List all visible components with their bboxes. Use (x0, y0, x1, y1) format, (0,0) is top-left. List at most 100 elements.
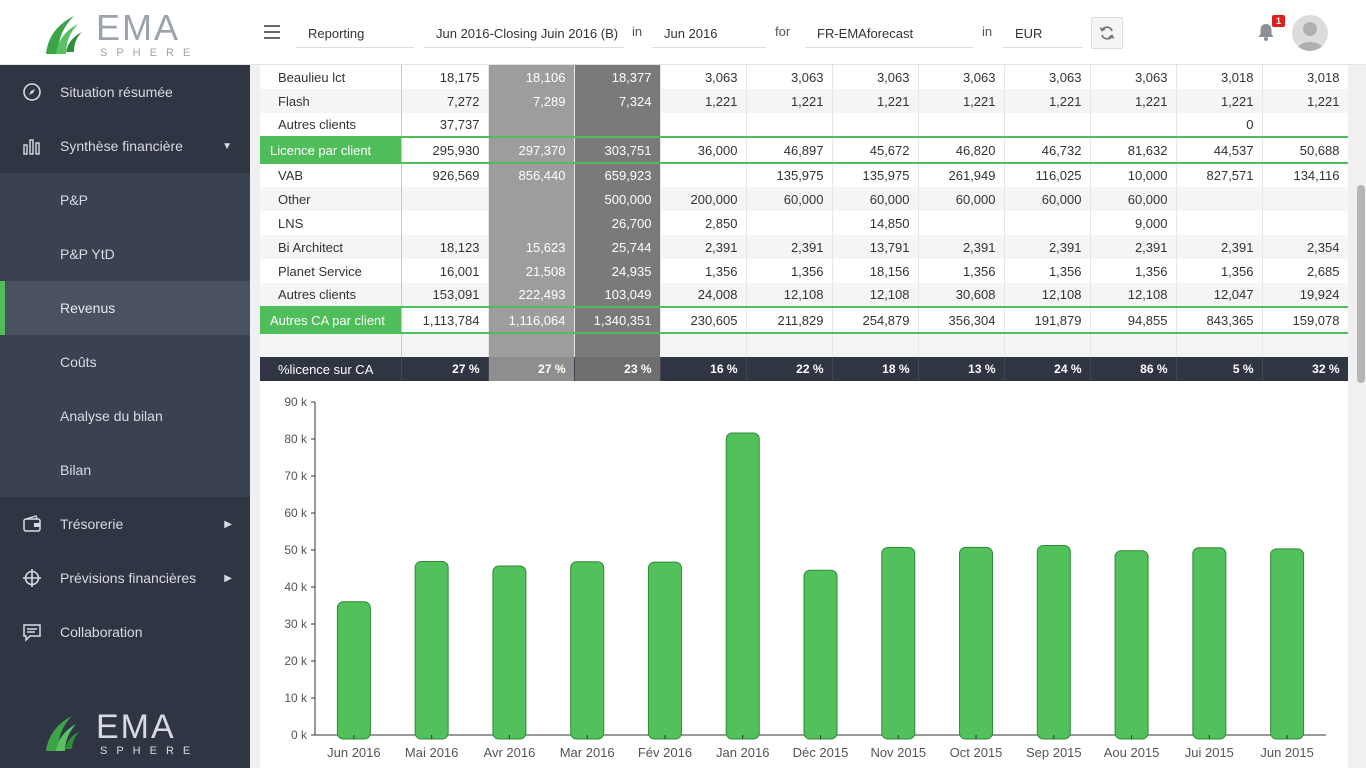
table-cell[interactable] (1262, 333, 1348, 357)
table-cell[interactable]: 7,272 (401, 89, 489, 113)
table-cell[interactable]: 19,924 (1262, 283, 1348, 307)
table-cell[interactable] (660, 163, 747, 187)
menu-toggle-icon[interactable] (264, 25, 280, 39)
table-cell[interactable]: 37,737 (401, 113, 489, 137)
sidebar-item-pp-ytd[interactable]: P&P YtD (0, 227, 250, 281)
table-cell[interactable] (1004, 211, 1091, 235)
table-cell[interactable]: 12,108 (1090, 283, 1177, 307)
table-cell[interactable] (488, 333, 575, 357)
table-cell[interactable]: 103,049 (574, 283, 661, 307)
table-cell[interactable]: 500,000 (574, 187, 661, 211)
table-cell[interactable]: 15,623 (488, 235, 575, 259)
sidebar-item-revenus[interactable]: Revenus (0, 281, 250, 335)
table-cell[interactable]: 200,000 (660, 187, 747, 211)
user-avatar[interactable] (1292, 15, 1328, 51)
chart-bar[interactable] (570, 561, 605, 740)
currency-select[interactable]: EUR (1003, 18, 1083, 48)
table-cell[interactable]: 44,537 (1176, 136, 1263, 164)
table-cell[interactable] (1004, 333, 1091, 357)
sidebar-item-situation[interactable]: Situation résumée (0, 65, 250, 119)
table-cell[interactable] (1262, 113, 1348, 137)
app-logo[interactable]: EMA SPHERE (40, 6, 220, 60)
table-cell[interactable]: 32 % (1262, 357, 1348, 381)
table-cell[interactable]: 3,063 (1004, 65, 1091, 89)
table-cell[interactable]: 27 % (488, 357, 575, 381)
table-cell[interactable] (1004, 113, 1091, 137)
table-cell[interactable]: 2,850 (660, 211, 747, 235)
table-cell[interactable]: 261,949 (918, 163, 1005, 187)
table-cell[interactable]: 60,000 (1004, 187, 1091, 211)
table-cell[interactable]: 7,324 (574, 89, 661, 113)
sidebar-item-tresorerie[interactable]: Trésorerie ▶ (0, 497, 250, 551)
table-cell[interactable]: 1,221 (1262, 89, 1348, 113)
table-cell[interactable]: 254,879 (832, 306, 919, 334)
table-cell[interactable]: 153,091 (401, 283, 489, 307)
chart-bar[interactable] (1192, 547, 1227, 740)
table-cell[interactable] (574, 333, 661, 357)
table-cell[interactable]: 3,018 (1176, 65, 1263, 89)
table-cell[interactable]: 46,820 (918, 136, 1005, 164)
table-cell[interactable]: 1,221 (660, 89, 747, 113)
chart-bar[interactable] (959, 546, 994, 740)
table-cell[interactable]: 21,508 (488, 259, 575, 283)
table-cell[interactable]: 60,000 (832, 187, 919, 211)
table-cell[interactable] (1176, 333, 1263, 357)
table-cell[interactable]: 3,063 (746, 65, 833, 89)
table-cell[interactable] (918, 333, 1005, 357)
table-cell[interactable]: 18,175 (401, 65, 489, 89)
chart-bar[interactable] (1270, 548, 1305, 740)
period-select[interactable]: Jun 2016 (652, 18, 766, 48)
table-cell[interactable] (401, 211, 489, 235)
table-cell[interactable]: 297,370 (488, 136, 575, 164)
table-cell[interactable]: 18,156 (832, 259, 919, 283)
table-cell[interactable]: 36,000 (660, 136, 747, 164)
table-cell[interactable]: 3,063 (832, 65, 919, 89)
table-cell[interactable] (488, 211, 575, 235)
table-cell[interactable]: 2,354 (1262, 235, 1348, 259)
table-cell[interactable] (488, 113, 575, 137)
table-cell[interactable] (832, 333, 919, 357)
table-cell[interactable]: 135,975 (746, 163, 833, 187)
table-cell[interactable]: 26,700 (574, 211, 661, 235)
table-cell[interactable]: 843,365 (1176, 306, 1263, 334)
table-cell[interactable]: 134,116 (1262, 163, 1348, 187)
table-cell[interactable]: 1,356 (746, 259, 833, 283)
table-cell[interactable]: 60,000 (1090, 187, 1177, 211)
chart-bar[interactable] (803, 569, 838, 740)
chart-bar[interactable] (414, 560, 449, 740)
table-cell[interactable]: 12,047 (1176, 283, 1263, 307)
table-cell[interactable] (401, 187, 489, 211)
table-cell[interactable]: 13,791 (832, 235, 919, 259)
table-cell[interactable] (488, 187, 575, 211)
table-cell[interactable]: 5 % (1176, 357, 1263, 381)
table-cell[interactable] (1176, 211, 1263, 235)
table-cell[interactable]: 12,108 (746, 283, 833, 307)
table-cell[interactable]: 3,063 (660, 65, 747, 89)
table-cell[interactable]: 12,108 (832, 283, 919, 307)
table-cell[interactable]: 22 % (746, 357, 833, 381)
table-cell[interactable]: 18,377 (574, 65, 661, 89)
table-cell[interactable]: 27 % (401, 357, 489, 381)
table-cell[interactable]: 827,571 (1176, 163, 1263, 187)
table-cell[interactable]: 211,829 (746, 306, 833, 334)
table-cell[interactable]: 13 % (918, 357, 1005, 381)
table-cell[interactable]: 46,897 (746, 136, 833, 164)
sidebar-item-analyse-bilan[interactable]: Analyse du bilan (0, 389, 250, 443)
refresh-button[interactable] (1091, 17, 1123, 49)
table-cell[interactable]: 1,221 (746, 89, 833, 113)
table-cell[interactable]: 45,672 (832, 136, 919, 164)
chart-bar[interactable] (881, 546, 916, 740)
table-cell[interactable]: 1,221 (832, 89, 919, 113)
table-cell[interactable]: 2,391 (1004, 235, 1091, 259)
table-cell[interactable]: 1,116,064 (488, 306, 575, 334)
table-cell[interactable]: 46,732 (1004, 136, 1091, 164)
table-cell[interactable] (1090, 333, 1177, 357)
sidebar-item-pp[interactable]: P&P (0, 173, 250, 227)
table-cell[interactable]: 60,000 (746, 187, 833, 211)
table-cell[interactable]: 230,605 (660, 306, 747, 334)
table-cell[interactable]: 1,113,784 (401, 306, 489, 334)
sidebar-item-collaboration[interactable]: Collaboration (0, 605, 250, 659)
table-cell[interactable] (746, 113, 833, 137)
table-cell[interactable]: 1,356 (918, 259, 1005, 283)
table-cell[interactable]: 10,000 (1090, 163, 1177, 187)
